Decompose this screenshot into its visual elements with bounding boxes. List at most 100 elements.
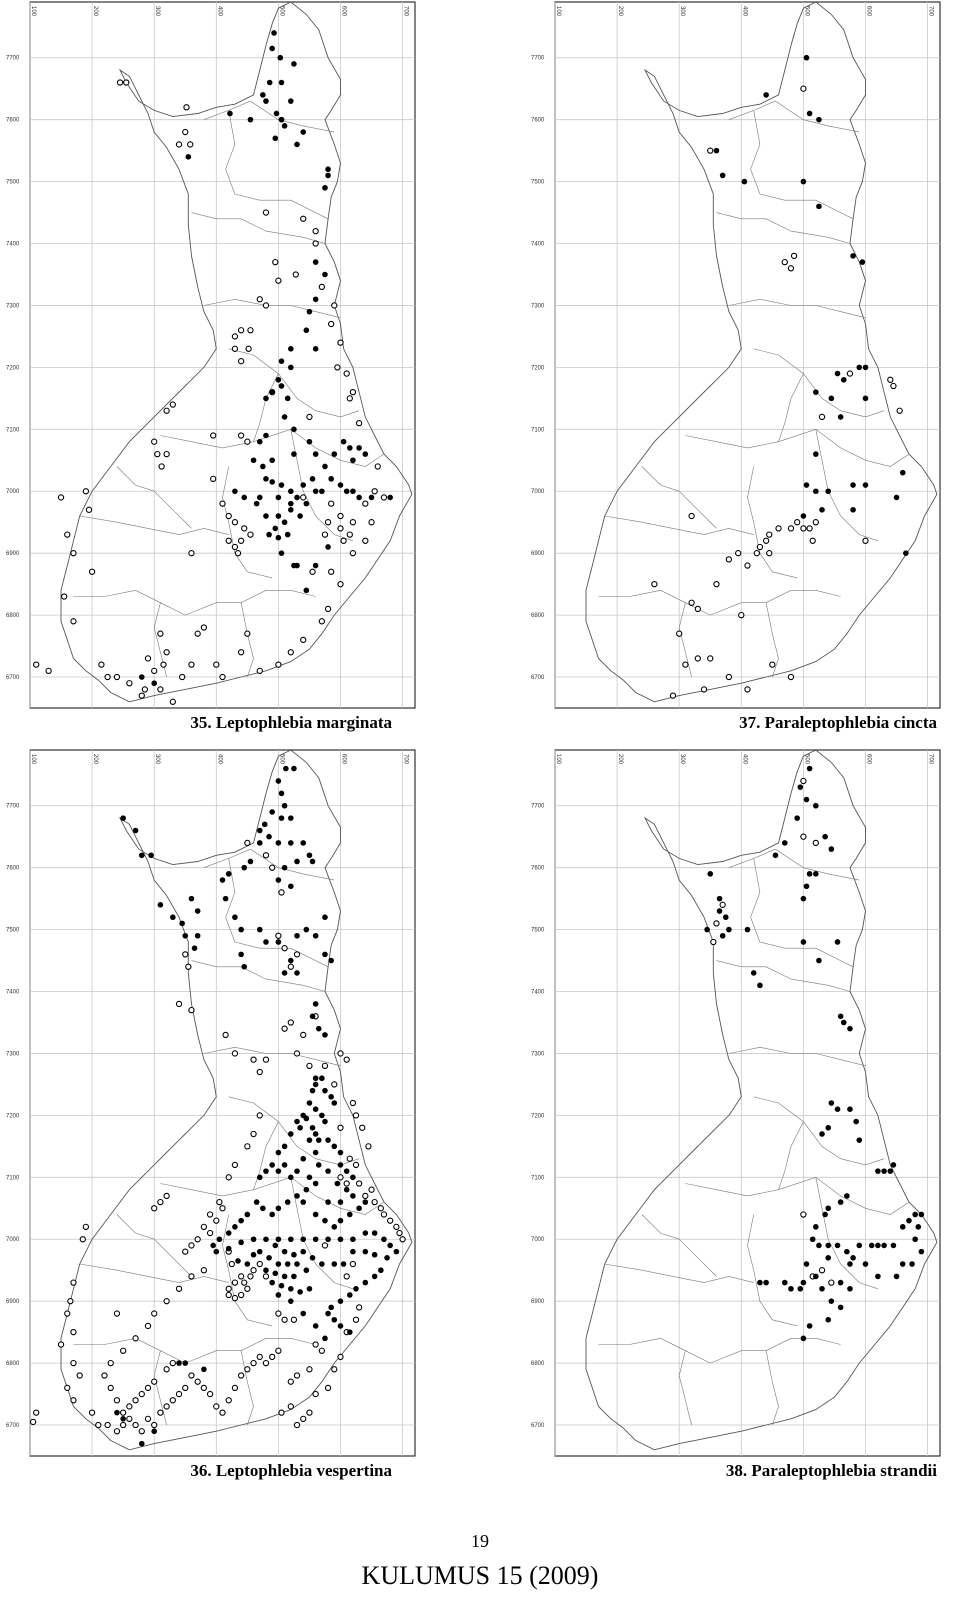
old-record-circle (144, 655, 152, 662)
recent-record-dot (194, 932, 201, 939)
recent-record-dot (260, 463, 266, 470)
recent-record-dot (303, 926, 310, 933)
recent-record-dot (312, 1075, 319, 1082)
northing-tick-label: 7500 (6, 928, 20, 934)
old-record-circle (158, 463, 165, 470)
recent-record-dot (837, 1279, 844, 1286)
recent-record-dot (813, 451, 819, 457)
old-record-circle (245, 345, 252, 352)
recent-record-dot (284, 531, 291, 538)
old-record-circle (328, 320, 335, 328)
old-record-circle (183, 104, 190, 111)
old-record-circle (154, 450, 161, 458)
recent-record-dot (275, 1205, 282, 1212)
old-record-circle (275, 277, 282, 284)
recent-record-dot (269, 457, 275, 464)
recent-record-dot (378, 1267, 384, 1274)
old-record-circle (719, 901, 726, 908)
province-border (716, 212, 851, 244)
northing-tick-label: 6900 (531, 551, 545, 557)
old-record-circle (247, 531, 254, 538)
recent-record-dot (291, 451, 297, 457)
recent-record-dot (244, 1211, 251, 1218)
recent-record-dot (362, 1230, 369, 1236)
old-record-circle (300, 636, 307, 644)
recent-record-dot (312, 1180, 319, 1187)
old-record-circle (101, 1372, 108, 1379)
old-record-circle (187, 141, 194, 148)
recent-record-dot (263, 1236, 269, 1243)
old-record-circle (116, 79, 124, 86)
old-record-circle (300, 494, 307, 501)
old-record-circle (352, 1161, 360, 1169)
old-record-circle (362, 500, 369, 507)
old-record-circle (210, 475, 217, 483)
records (33, 30, 393, 705)
recent-record-dot (281, 970, 288, 976)
old-record-circle (281, 945, 288, 952)
recent-record-dot (346, 1329, 353, 1335)
recent-record-dot (266, 531, 272, 538)
recent-record-dot (271, 30, 277, 36)
recent-record-dot (837, 1013, 844, 1020)
old-record-circle (278, 1409, 285, 1416)
recent-record-dot (825, 1255, 832, 1261)
country-outline (60, 749, 413, 1451)
old-record-circle (269, 864, 276, 871)
recent-record-dot (306, 852, 313, 859)
recent-record-dot (840, 1019, 847, 1026)
old-record-circle (182, 1384, 189, 1392)
recent-record-dot (859, 259, 866, 265)
recent-record-dot (297, 1289, 303, 1295)
recent-record-dot (819, 507, 825, 513)
old-record-circle (769, 661, 776, 668)
old-record-circle (328, 500, 335, 507)
recent-record-dot (288, 840, 294, 846)
recent-record-dot (260, 92, 266, 98)
old-record-circle (163, 1366, 170, 1373)
province-borders (598, 848, 910, 1426)
recent-record-dot (325, 1199, 331, 1205)
recent-record-dot (328, 476, 334, 482)
easting-tick-label: 100 (555, 754, 561, 765)
recent-record-dot (850, 253, 856, 259)
recent-record-dot (291, 765, 297, 772)
old-record-circle (57, 494, 65, 501)
recent-record-dot (868, 1242, 875, 1249)
recent-record-dot (806, 110, 813, 117)
recent-record-dot (244, 1261, 251, 1267)
recent-record-dot (266, 79, 273, 86)
northing-tick-label: 7000 (6, 489, 20, 495)
old-record-circle (237, 1291, 245, 1299)
northing-tick-label: 6700 (6, 675, 20, 681)
old-record-circle (216, 1198, 223, 1206)
old-record-circle (151, 667, 158, 674)
old-record-circle (178, 673, 186, 681)
old-record-circle (275, 932, 282, 939)
old-record-circle (738, 611, 745, 619)
old-record-circle (175, 141, 183, 148)
old-record-circle (88, 568, 96, 575)
map-frame (554, 749, 941, 1457)
old-record-circle (651, 580, 658, 588)
recent-record-dot (813, 1273, 819, 1280)
recent-record-dot (781, 1279, 788, 1286)
old-record-circle (694, 605, 701, 613)
recent-record-dot (800, 895, 807, 902)
old-record-circle (374, 463, 381, 470)
old-record-circle (387, 1217, 394, 1224)
recent-record-dot (803, 883, 810, 890)
old-record-circle (244, 1366, 251, 1373)
old-record-circle (328, 568, 335, 575)
northing-tick-label: 7100 (531, 427, 545, 433)
recent-record-dot (309, 1124, 316, 1131)
recent-record-dot (813, 389, 819, 395)
old-record-circle (206, 1390, 214, 1398)
province-border (678, 490, 717, 529)
old-record-circle (707, 655, 714, 662)
northing-tick-label: 7300 (6, 303, 20, 309)
recent-record-dot (757, 1279, 763, 1286)
old-record-circle (349, 1260, 357, 1268)
northing-tick-label: 7200 (6, 1113, 20, 1119)
recent-record-dot (278, 79, 285, 86)
